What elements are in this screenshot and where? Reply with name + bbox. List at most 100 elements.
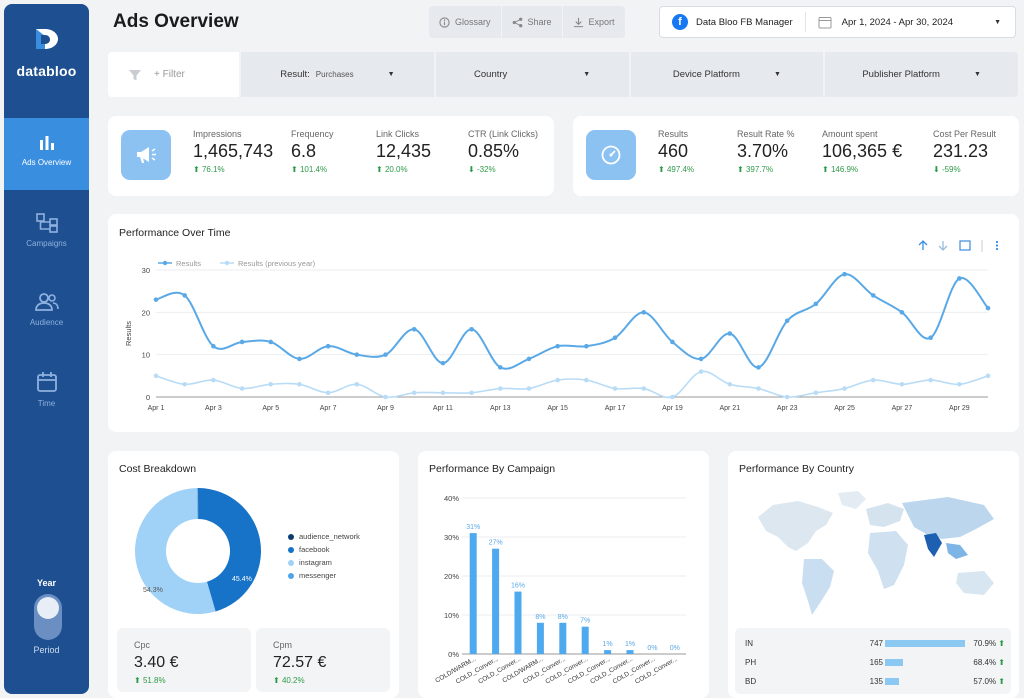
data-point[interactable] bbox=[383, 394, 388, 400]
data-point[interactable] bbox=[411, 390, 417, 396]
device-platform-filter[interactable]: Device Platform ▼ bbox=[628, 52, 824, 97]
data-point[interactable] bbox=[153, 373, 159, 379]
data-point[interactable] bbox=[526, 356, 532, 362]
data-point[interactable] bbox=[297, 356, 302, 362]
year-period-toggle[interactable] bbox=[34, 594, 62, 640]
data-point[interactable] bbox=[297, 382, 302, 387]
table-row[interactable]: BD 135 57.0% ⬆ bbox=[745, 675, 1005, 689]
world-map[interactable] bbox=[738, 487, 1008, 627]
series-line-previous-year[interactable] bbox=[155, 370, 989, 399]
data-point[interactable] bbox=[239, 386, 245, 391]
result-filter[interactable]: Result: Purchases ▼ bbox=[239, 52, 434, 97]
data-point[interactable] bbox=[756, 365, 761, 370]
data-point[interactable] bbox=[870, 377, 876, 383]
data-point[interactable] bbox=[842, 386, 847, 391]
data-point[interactable] bbox=[612, 335, 618, 341]
data-point[interactable] bbox=[354, 382, 360, 387]
data-point[interactable] bbox=[182, 382, 187, 387]
chart-options-icon[interactable] bbox=[959, 240, 971, 251]
data-point[interactable] bbox=[182, 293, 187, 298]
data-point[interactable] bbox=[899, 310, 905, 315]
data-point[interactable] bbox=[698, 356, 704, 362]
data-point[interactable] bbox=[641, 310, 647, 315]
data-point[interactable] bbox=[411, 326, 417, 332]
data-point[interactable] bbox=[584, 343, 589, 349]
sidebar-item-time[interactable]: Time bbox=[4, 355, 89, 427]
data-point[interactable] bbox=[239, 339, 245, 345]
data-point[interactable] bbox=[497, 386, 503, 391]
data-point[interactable] bbox=[957, 276, 962, 281]
data-point[interactable] bbox=[641, 386, 647, 391]
sort-descending-icon[interactable] bbox=[938, 241, 948, 251]
campaign-bar[interactable] bbox=[536, 622, 544, 654]
campaign-bar[interactable] bbox=[626, 650, 634, 654]
data-point[interactable] bbox=[469, 326, 474, 332]
share-button[interactable]: Share bbox=[502, 6, 563, 38]
data-point[interactable] bbox=[555, 343, 560, 349]
data-point[interactable] bbox=[268, 382, 274, 387]
export-button[interactable]: Export bbox=[563, 6, 625, 38]
table-row[interactable]: IN 747 70.9% ⬆ bbox=[745, 637, 1005, 651]
data-point[interactable] bbox=[354, 352, 360, 357]
more-vert-icon[interactable] bbox=[995, 240, 999, 251]
legend-item[interactable]: messenger bbox=[288, 571, 360, 580]
country-filter[interactable]: Country ▼ bbox=[433, 52, 629, 97]
data-point[interactable] bbox=[928, 377, 933, 383]
campaign-bar[interactable] bbox=[559, 622, 567, 654]
donut-slice-messenger[interactable] bbox=[197, 488, 198, 520]
data-point[interactable] bbox=[899, 382, 905, 387]
data-point[interactable] bbox=[383, 352, 388, 357]
data-point[interactable] bbox=[928, 335, 933, 341]
sidebar-item-ads-overview[interactable]: Ads Overview bbox=[4, 118, 89, 190]
campaign-bar[interactable] bbox=[492, 548, 500, 654]
data-point[interactable] bbox=[670, 339, 675, 345]
datasource-selector[interactable]: Data Bloo FB Manager bbox=[696, 16, 793, 28]
data-point[interactable] bbox=[957, 382, 962, 387]
legend-item[interactable]: audience_network bbox=[288, 532, 360, 541]
data-point[interactable] bbox=[584, 377, 589, 383]
data-point[interactable] bbox=[727, 382, 733, 387]
donut-slice-facebook[interactable] bbox=[198, 488, 262, 612]
data-point[interactable] bbox=[612, 386, 618, 391]
data-point[interactable] bbox=[211, 377, 216, 383]
glossary-button[interactable]: Glossary bbox=[429, 6, 502, 38]
data-point[interactable] bbox=[670, 394, 675, 400]
data-point[interactable] bbox=[325, 390, 331, 396]
data-point[interactable] bbox=[727, 331, 733, 336]
sidebar-item-campaigns[interactable]: Campaigns bbox=[4, 197, 89, 269]
legend-item[interactable]: facebook bbox=[288, 545, 360, 554]
sidebar-item-audience[interactable]: Audience bbox=[4, 276, 89, 348]
date-range-picker[interactable]: Apr 1, 2024 - Apr 30, 2024 bbox=[841, 16, 954, 28]
data-point[interactable] bbox=[842, 271, 847, 277]
data-point[interactable] bbox=[526, 386, 532, 391]
chevron-down-icon[interactable]: ▼ bbox=[994, 18, 1001, 26]
campaign-bar[interactable] bbox=[604, 650, 612, 654]
data-point[interactable] bbox=[784, 318, 790, 324]
campaign-bar[interactable] bbox=[581, 626, 589, 654]
data-point[interactable] bbox=[698, 369, 704, 374]
data-point[interactable] bbox=[268, 339, 274, 345]
sort-ascending-icon[interactable] bbox=[918, 240, 928, 250]
data-point[interactable] bbox=[813, 301, 819, 307]
data-point[interactable] bbox=[555, 377, 560, 383]
data-point[interactable] bbox=[153, 297, 159, 302]
data-point[interactable] bbox=[985, 305, 991, 311]
brand-logo[interactable]: databloo bbox=[4, 24, 89, 79]
add-filter-button[interactable]: + Filter bbox=[108, 52, 239, 97]
donut-slice-instagram[interactable] bbox=[135, 488, 216, 614]
data-point[interactable] bbox=[985, 373, 991, 379]
data-point[interactable] bbox=[211, 343, 216, 349]
data-point[interactable] bbox=[784, 394, 790, 400]
data-point[interactable] bbox=[497, 365, 503, 370]
data-point[interactable] bbox=[813, 390, 819, 396]
campaign-bar[interactable] bbox=[514, 591, 522, 654]
data-point[interactable] bbox=[870, 293, 876, 298]
data-point[interactable] bbox=[325, 343, 331, 349]
legend-item[interactable]: instagram bbox=[288, 558, 360, 567]
campaign-bar[interactable] bbox=[469, 533, 477, 654]
data-point[interactable] bbox=[469, 390, 474, 396]
publisher-platform-filter[interactable]: Publisher Platform ▼ bbox=[823, 52, 1018, 97]
data-point[interactable] bbox=[440, 360, 446, 366]
data-point[interactable] bbox=[440, 390, 446, 396]
table-row[interactable]: PH 165 68.4% ⬆ bbox=[745, 656, 1005, 670]
